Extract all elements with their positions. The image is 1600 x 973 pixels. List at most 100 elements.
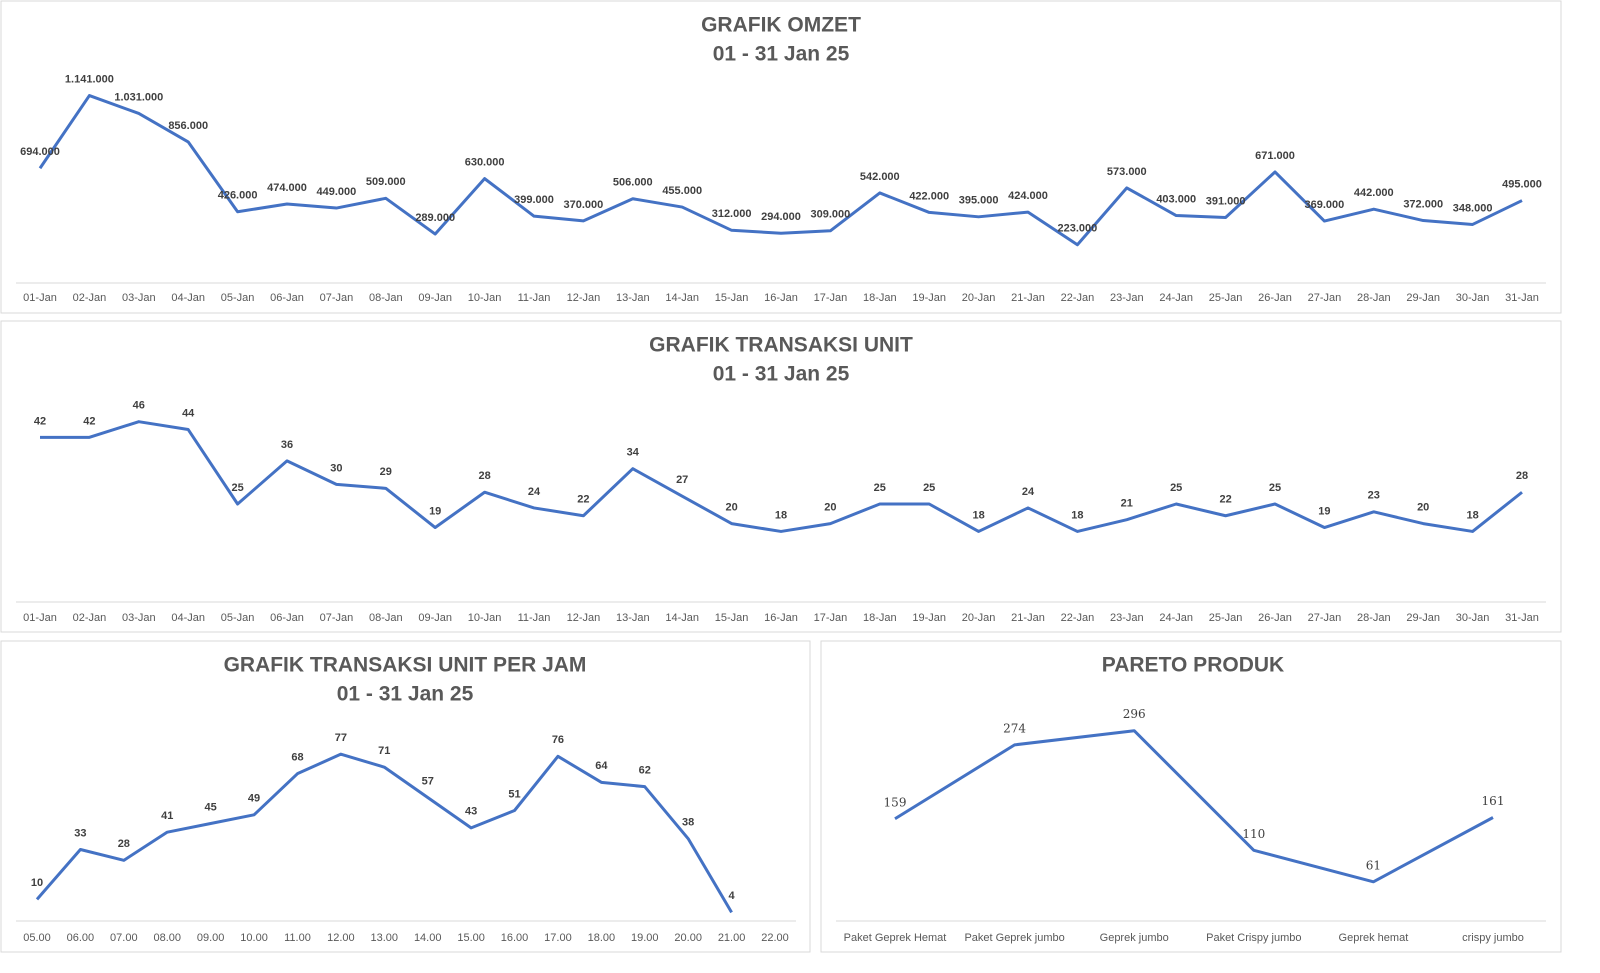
data-label: 274 [1003,721,1026,735]
data-label: 24 [528,486,541,498]
line [894,729,1494,884]
x-tick-label: 06-Jan [270,292,304,304]
x-tick-label: 13-Jan [616,612,650,624]
x-tick-label: 22-Jan [1061,612,1095,624]
data-label: 294.000 [761,211,801,223]
data-label: 22 [577,494,589,506]
x-tick-label: 06-Jan [270,612,304,624]
x-tick-label: 04-Jan [171,292,205,304]
x-tick-label: 18-Jan [863,292,897,304]
x-tick-label: 22.00 [761,932,789,944]
data-label: 223.000 [1058,223,1098,235]
data-label: 369.000 [1305,199,1345,211]
data-label: 20 [725,502,737,514]
data-label: 77 [335,732,347,744]
data-label: 28 [478,470,490,482]
x-tick-label: 21-Jan [1011,292,1045,304]
x-tick-label: 15.00 [457,932,485,944]
data-label: 28 [118,838,130,850]
x-tick-label: Paket Geprek Hemat [844,932,947,944]
data-label: 34 [627,447,640,459]
x-tick-label: 31-Jan [1505,292,1539,304]
x-tick-label: 08.00 [153,932,181,944]
x-tick-label: 23-Jan [1110,292,1144,304]
x-tick-label: 19-Jan [912,612,946,624]
chart-title: PARETO PRODUK [1102,654,1284,677]
data-label: 403.000 [1156,193,1196,205]
x-tick-label: 28-Jan [1357,612,1391,624]
data-label: 46 [133,400,145,412]
x-tick-label: 14-Jan [665,612,699,624]
data-label: 68 [291,752,303,764]
x-tick-label: 06.00 [67,932,95,944]
x-tick-label: 04-Jan [171,612,205,624]
data-label: 442.000 [1354,187,1394,199]
data-label: 573.000 [1107,166,1147,178]
x-tick-label: 01-Jan [23,612,57,624]
data-label: 856.000 [168,120,208,132]
x-tick-label: 14-Jan [665,292,699,304]
x-tick-label: 07-Jan [320,612,354,624]
panel [0,0,1562,314]
x-tick-label: 12.00 [327,932,355,944]
data-label: 4 [729,890,736,902]
x-tick-label: 16-Jan [764,612,798,624]
panel [0,320,1562,633]
data-label: 62 [639,765,651,777]
data-label: 474.000 [267,182,307,194]
x-tick-label: 14.00 [414,932,442,944]
line [40,420,1523,533]
data-label: 630.000 [465,157,505,169]
x-tick-label: 19.00 [631,932,659,944]
x-tick-label: 08-Jan [369,292,403,304]
data-label: 36 [281,439,293,451]
x-tick-label: 17-Jan [814,612,848,624]
x-tick-label: 15-Jan [715,292,749,304]
x-tick-label: 03-Jan [122,612,156,624]
data-label: 25 [1269,482,1281,494]
data-label: 426.000 [218,190,258,202]
x-tick-label: 30-Jan [1456,612,1490,624]
data-label: 28 [1516,470,1528,482]
data-label: 76 [552,734,564,746]
x-tick-label: 11.00 [284,932,311,944]
x-tick-label: 26-Jan [1258,292,1292,304]
data-label: 506.000 [613,177,653,189]
panel [0,640,811,953]
data-label: 395.000 [959,195,999,207]
data-label: 25 [874,482,886,494]
x-tick-label: 05-Jan [221,612,255,624]
data-label: 671.000 [1255,150,1295,162]
data-label: 18 [775,509,787,521]
data-label: 1.031.000 [114,91,163,103]
data-label: 296 [1123,707,1146,721]
data-label: 27 [676,474,688,486]
x-tick-label: 08-Jan [369,612,403,624]
x-tick-label: 02-Jan [73,292,107,304]
x-tick-label: 18.00 [588,932,616,944]
x-tick-label: 02-Jan [73,612,107,624]
x-tick-label: 09-Jan [418,292,452,304]
data-label: 159 [884,795,907,809]
chart-title: GRAFIK TRANSAKSI UNIT PER JAM [224,654,587,677]
data-label: 41 [161,810,173,822]
x-tick-label: 10-Jan [468,292,502,304]
x-tick-label: 17.00 [544,932,572,944]
x-tick-label: 11-Jan [518,292,551,304]
data-label: 22 [1219,494,1231,506]
x-tick-label: Paket Crispy jumbo [1206,932,1301,944]
x-tick-label: 09.00 [197,932,225,944]
x-tick-label: 25-Jan [1209,612,1243,624]
data-label: 43 [465,806,477,818]
x-tick-label: 07-Jan [320,292,354,304]
data-label: 24 [1022,486,1035,498]
x-tick-label: 16-Jan [764,292,798,304]
data-label: 25 [923,482,935,494]
x-tick-label: 25-Jan [1209,292,1243,304]
data-label: 370.000 [564,199,604,211]
data-label: 18 [1071,509,1083,521]
data-label: 49 [248,793,260,805]
x-tick-label: 24-Jan [1159,292,1193,304]
x-tick-label: 30-Jan [1456,292,1490,304]
x-tick-label: 23-Jan [1110,612,1144,624]
